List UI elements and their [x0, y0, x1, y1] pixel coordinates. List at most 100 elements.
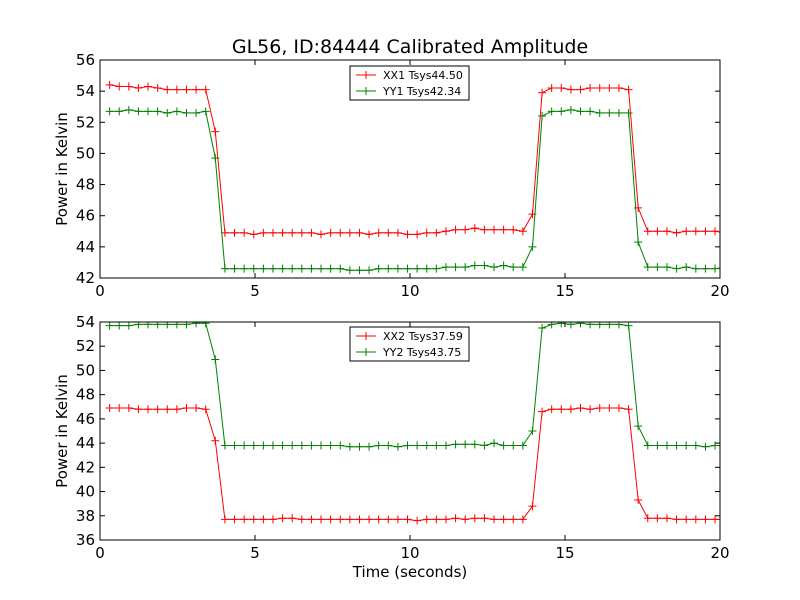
data-point: [557, 107, 566, 116]
data-point: [105, 80, 114, 89]
data-point: [547, 405, 556, 414]
data-point: [461, 263, 470, 272]
data-point: [432, 264, 441, 273]
data-point: [701, 264, 710, 273]
data-point: [634, 422, 643, 431]
data-point: [422, 264, 431, 273]
x-tick-label: 5: [250, 282, 260, 300]
data-point: [345, 266, 354, 275]
data-point: [249, 515, 258, 524]
data-point: [307, 228, 316, 237]
data-point: [336, 441, 345, 450]
data-point: [490, 263, 499, 272]
data-point: [182, 403, 191, 412]
data-point: [413, 264, 422, 273]
data-point: [470, 261, 479, 270]
data-point: [470, 440, 479, 449]
data-point: [653, 227, 662, 236]
x-tick-label: 0: [95, 282, 105, 300]
data-point: [259, 515, 268, 524]
x-tick-label: 20: [710, 282, 729, 300]
x-axis-label: Time (seconds): [352, 563, 468, 581]
data-point: [192, 322, 201, 328]
data-point: [230, 515, 239, 524]
data-point: [326, 264, 335, 273]
data-point: [566, 405, 575, 414]
data-point: [480, 261, 489, 270]
x-tick-label: 5: [250, 544, 260, 562]
data-point: [297, 228, 306, 237]
series-1-2: [105, 105, 720, 275]
data-point: [528, 427, 537, 435]
data-point: [163, 322, 172, 329]
data-point: [701, 515, 710, 524]
data-point: [586, 107, 595, 116]
data-point: [682, 227, 691, 236]
data-point: [461, 225, 470, 234]
data-point: [172, 107, 181, 116]
data-point: [441, 515, 450, 524]
data-point: [384, 228, 393, 237]
data-point: [518, 515, 527, 524]
data-point: [566, 85, 575, 94]
data-point: [595, 403, 604, 412]
data-point: [691, 441, 700, 450]
data-point: [249, 441, 258, 450]
data-point: [115, 82, 124, 91]
data-point: [374, 515, 383, 524]
data-point: [249, 230, 258, 239]
data-point: [153, 405, 162, 414]
data-point: [345, 442, 354, 451]
data-point: [490, 515, 499, 524]
y-tick-label: 56: [76, 51, 95, 69]
data-point: [557, 322, 566, 328]
legend-marker: [362, 87, 370, 95]
legend-box: [349, 326, 470, 362]
data-point: [153, 322, 162, 329]
y-tick-label: 44: [76, 238, 95, 256]
data-point: [682, 263, 691, 272]
data-point: [288, 264, 297, 273]
data-point: [278, 514, 287, 523]
data-point: [249, 264, 258, 273]
y-axis-label: Power in Kelvin: [53, 112, 71, 226]
data-point: [384, 264, 393, 273]
data-point: [163, 108, 172, 117]
data-point: [163, 405, 172, 414]
data-point: [259, 228, 268, 237]
data-point: [403, 441, 412, 450]
top-panel: 0 5 10 15 20 42 44 46 48 50 52 54 56 Power in Kelvin X…: [53, 51, 730, 300]
data-point: [192, 108, 201, 117]
data-point: [307, 264, 316, 273]
data-point: [355, 515, 364, 524]
data-point: [624, 108, 633, 117]
data-point: [384, 515, 393, 524]
data-point: [643, 514, 652, 523]
data-point: [144, 82, 153, 91]
data-point: [240, 264, 249, 273]
data-point: [192, 403, 201, 412]
data-point: [441, 227, 450, 236]
data-point: [230, 441, 239, 450]
data-point: [326, 515, 335, 524]
data-point: [345, 515, 354, 524]
data-point: [124, 403, 133, 412]
data-point: [374, 264, 383, 273]
data-point: [518, 441, 527, 450]
y-tick-label: 40: [76, 483, 95, 501]
bottom-panel: 0 5 10 15 20 36 38 40 42 44 46 48 50 52 54 Power in Kel…: [53, 313, 730, 581]
data-point: [614, 84, 623, 93]
data-point: [422, 228, 431, 237]
data-point: [518, 263, 527, 272]
series-1-1: [105, 80, 720, 239]
x-tick-label: 15: [555, 544, 574, 562]
data-point: [509, 225, 518, 234]
data-point: [422, 441, 431, 450]
data-point: [211, 436, 220, 445]
legend: XX1 Tsys44.50 YY1 Tsys42.34: [349, 65, 470, 101]
data-point: [172, 85, 181, 94]
data-point: [144, 322, 153, 329]
data-point: [538, 324, 547, 333]
data-point: [634, 496, 643, 505]
data-point: [576, 107, 585, 116]
